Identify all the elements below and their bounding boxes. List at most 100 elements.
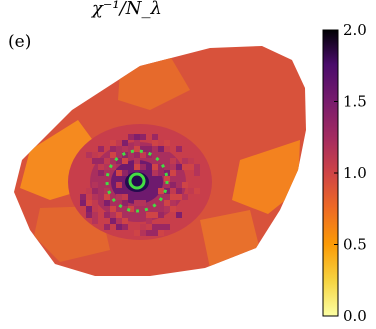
heatmap-pixel [158,170,164,176]
heatmap-pixel [104,164,110,170]
heatmap-pixel [176,212,182,218]
heatmap-pixel [140,230,146,236]
heatmap-pixel [122,218,128,224]
marker-center-ring [128,172,146,190]
heatmap-pixel [116,194,122,200]
heatmap-pixel [152,164,158,170]
heatmap-pixel [110,218,116,224]
heatmap-pixel [110,146,116,152]
heatmap-pixel [170,206,176,212]
heatmap-pixel [164,140,170,146]
region-upper-lobe [118,56,190,110]
heatmap-pixel [164,146,170,152]
heatmap-pixel [170,170,176,176]
heatmap-pixel [104,200,110,206]
heatmap-pixel [164,200,170,206]
heatmap-pixel [86,152,92,158]
heatmap-pixel [92,158,98,164]
marker-dotted-ring [105,149,169,213]
heatmap-pixel [86,188,92,194]
heatmap-pixel [176,146,182,152]
heatmap-pixel [182,182,188,188]
heatmap-pixel [134,134,140,140]
heatmap-pixel [140,200,146,206]
heatmap-pixel [140,224,146,230]
heatmap-pixel [122,200,128,206]
heatmap-pixel [98,158,104,164]
colorbar-tick-label: 1.5 [343,93,367,111]
heatmap-pixel [92,182,98,188]
heatmap-pixel [146,230,152,236]
heatmap-pixel [134,230,140,236]
heatmap-pixel [170,194,176,200]
heatmap-pixel [110,152,116,158]
heatmap-pixel [86,200,92,206]
heatmap-pixel [176,194,182,200]
heatmap-pixel [158,146,164,152]
region-lower-right [200,210,260,268]
heatmap-pixel [158,164,164,170]
heatmap-pixel [80,200,86,206]
heatmap-pixel [188,188,194,194]
heatmap-pixel [116,140,122,146]
heatmap-pixel [164,224,170,230]
heatmap-pixel [146,218,152,224]
heatmap-pixel [170,164,176,170]
heatmap-pixel [86,212,92,218]
heatmap-pixel [188,164,194,170]
heatmap-pixel [176,164,182,170]
heatmap-pixel [158,224,164,230]
heatmap-pixel [170,188,176,194]
heatmap-pixel [92,206,98,212]
heatmap-pixel [134,140,140,146]
colorbar-tick-label: 0.5 [343,236,367,254]
heatmap-pixel [158,188,164,194]
heatmap-pixel [128,206,134,212]
heatmap-pixel [92,194,98,200]
heatmap-pixel [134,200,140,206]
heatmap-pixel [122,170,128,176]
colorbar-tick-label: 2.0 [343,21,367,39]
heatmap-pixel [122,158,128,164]
heatmap-pixel [140,146,146,152]
heatmap-pixel [164,206,170,212]
heatmap-pixel [152,140,158,146]
heatmap-pixel [104,194,110,200]
heatmap-pixel [116,218,122,224]
heatmap-pixel [110,206,116,212]
heatmap-pixel [152,212,158,218]
heatmap-pixel [194,164,200,170]
heatmap-pixel [116,212,122,218]
heatmap-pixel [182,164,188,170]
heatmap-pixel [152,224,158,230]
heatmap-pixel [152,230,158,236]
heatmap-pixel [92,188,98,194]
heatmap-pixel [98,170,104,176]
colorbar-tick-label: 1.0 [343,164,367,182]
heatmap-pixel [170,158,176,164]
heatmap-pixel [104,212,110,218]
heatmap-pixel [194,188,200,194]
heatmap-pixel [164,188,170,194]
heatmap-pixel [122,140,128,146]
heatmap-pixel [158,230,164,236]
heatmap-pixel [146,146,152,152]
heatmap-pixel [122,146,128,152]
heatmap-pixel [110,164,116,170]
panel-label: (e) [8,32,31,52]
heatmap-pixel [170,182,176,188]
heatmap-pixel [182,158,188,164]
region-right-lobe [232,140,300,214]
heatmap-pixel [122,194,128,200]
colorbar-ticks: 0.0 0.5 1.0 1.5 2.0 [334,21,367,325]
heatmap-pixel [134,158,140,164]
colorbar-tick-label: 0.0 [343,307,367,324]
heatmap-body [14,46,306,276]
heatmap-pixel [104,158,110,164]
heatmap-pixel [92,218,98,224]
heatmap-pixel [116,224,122,230]
heatmap-pixel [110,212,116,218]
heatmap-pixel [164,176,170,182]
heatmap-pixel [182,194,188,200]
heatmap-pixel [188,158,194,164]
